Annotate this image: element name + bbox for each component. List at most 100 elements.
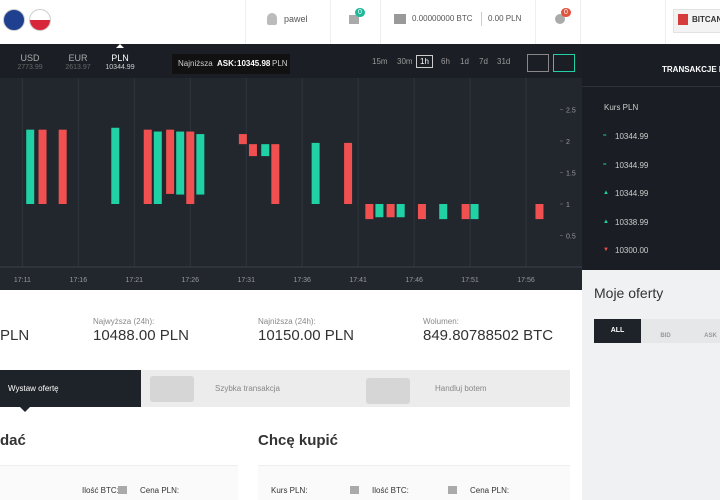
offers-panel: [582, 270, 720, 500]
notif-icon: [349, 15, 359, 24]
currency-code[interactable]: USD: [20, 53, 40, 63]
interval-button[interactable]: 31d: [497, 57, 511, 66]
trades-column: Kurs PLN: [604, 103, 639, 112]
alert-badge: 0: [561, 8, 571, 17]
stat-label: Najwyższa (24h):: [93, 317, 155, 326]
y-tick-label: 1.5: [566, 171, 576, 178]
sep: [481, 12, 482, 26]
x-tick-label: 17:31: [237, 277, 255, 284]
last-price: PLN: [0, 327, 30, 344]
candle-body: [176, 131, 185, 195]
interval-button[interactable]: 1d: [460, 57, 469, 66]
tab[interactable]: Wystaw ofertę: [8, 384, 59, 393]
field-label: Kurs PLN:: [271, 486, 308, 495]
field-label: Cena PLN:: [140, 486, 180, 495]
notif-badge: 0: [355, 8, 365, 17]
offer-filter[interactable]: ASK: [704, 333, 717, 339]
stat-value: 849.80788502 BTC: [423, 327, 554, 344]
y-tick-label: 2: [566, 139, 570, 146]
chart-type-line[interactable]: [527, 54, 549, 72]
candle-body: [111, 127, 120, 204]
top-bar: [0, 0, 720, 45]
active-caret: [116, 40, 124, 48]
interval-button[interactable]: 1h: [416, 55, 433, 68]
candle-body: [38, 129, 47, 204]
stat-value: 10150.00 PLN: [258, 327, 354, 344]
tab-caret: [20, 407, 30, 417]
candle-body: [186, 131, 195, 204]
x-tick-label: 17:46: [405, 277, 423, 284]
y-tick-label: 2.5: [566, 108, 576, 115]
candle-body: [143, 129, 152, 204]
offer-filter[interactable]: ALL: [610, 327, 625, 334]
divider: [330, 0, 331, 44]
tab[interactable]: Handluj botem: [435, 384, 487, 393]
candle-body: [386, 204, 395, 218]
flag-en[interactable]: [3, 9, 25, 31]
buy-title: Chcę kupić: [258, 432, 339, 449]
flag-pl[interactable]: [29, 9, 51, 31]
candle-body: [417, 204, 426, 220]
user-name[interactable]: pawel: [284, 14, 308, 24]
candle-body: [196, 134, 205, 195]
trades-sep: [582, 86, 720, 87]
field-label: Cena PLN:: [470, 486, 510, 495]
x-tick-label: 17:56: [517, 277, 535, 284]
trade-marker: =: [603, 133, 607, 139]
stat-label: Wolumen:: [423, 317, 459, 326]
currency-code[interactable]: EUR: [68, 53, 88, 63]
interval-button[interactable]: 6h: [441, 57, 450, 66]
trade-price: 10300.00: [615, 246, 649, 255]
offers-title: Moje oferty: [594, 285, 664, 301]
trade-price: 10344.99: [615, 132, 649, 141]
candle-body: [396, 204, 405, 218]
tab[interactable]: Szybka transakcja: [215, 384, 280, 393]
sell-form: [0, 465, 238, 500]
candle-body: [375, 204, 384, 218]
interval-button[interactable]: 30m: [397, 57, 413, 66]
trade-marker: =: [603, 161, 607, 168]
x-tick-label: 17:16: [70, 277, 88, 284]
candle-body: [535, 204, 544, 220]
field-icon: [448, 486, 457, 494]
stat-label: Najniższa (24h):: [258, 317, 316, 326]
interval-button[interactable]: 7d: [479, 57, 488, 66]
candle-body: [439, 204, 448, 220]
pln-balance: 0.00 PLN: [488, 14, 522, 23]
candle-body: [271, 144, 280, 204]
trades-panel: [582, 44, 720, 270]
candle-body: [311, 142, 320, 204]
x-tick-label: 17:51: [461, 277, 479, 284]
candle-body: [238, 134, 247, 145]
ask-unit: PLN: [272, 59, 288, 68]
x-tick-label: 17:26: [182, 277, 200, 284]
user-icon: [267, 13, 277, 25]
currency-code[interactable]: PLN: [111, 53, 129, 63]
filter-active: [594, 319, 641, 343]
candle-body: [166, 129, 175, 194]
chart-type-candle[interactable]: [553, 54, 575, 72]
stat-value: 10488.00 PLN: [93, 327, 189, 344]
brand-logo: [678, 14, 688, 25]
x-tick-label: 17:41: [349, 277, 367, 284]
y-tick-label: 0.5: [566, 234, 576, 241]
buy-form: [258, 465, 570, 500]
brand-name[interactable]: BITCAN: [692, 15, 720, 24]
bot-icon: [366, 378, 410, 404]
cart-icon: [150, 376, 194, 402]
ask-box: [172, 54, 290, 74]
currency-rate: 2773.99: [17, 64, 43, 71]
ask-name: ASK:: [217, 59, 237, 68]
divider: [580, 0, 581, 44]
currency-rate: 10344.99: [105, 64, 135, 71]
offer-filter[interactable]: BID: [660, 333, 671, 339]
divider: [380, 0, 381, 44]
interval-button[interactable]: 15m: [372, 57, 388, 66]
field-icon: [350, 486, 359, 494]
candle-body: [26, 129, 35, 204]
alert-icon: [555, 14, 565, 24]
divider: [245, 0, 246, 44]
chart-header: [0, 44, 582, 78]
trade-marker: ▲: [603, 190, 609, 196]
